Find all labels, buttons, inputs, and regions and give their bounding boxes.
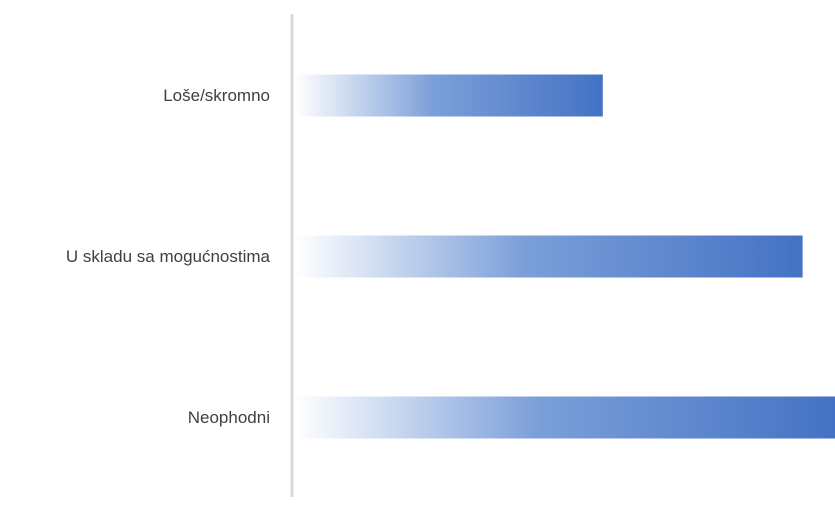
category-label-0: Loše/skromno [163, 86, 270, 105]
category-label-1: U skladu sa mogućnostima [66, 247, 271, 266]
bars-layer [295, 74, 835, 439]
bar-2 [295, 396, 835, 439]
bar-0 [295, 74, 603, 117]
category-labels: Loše/skromno U skladu sa mogućnostima Neop… [66, 86, 271, 427]
category-label-2: Neophodni [188, 408, 270, 427]
bar-1 [295, 235, 803, 278]
